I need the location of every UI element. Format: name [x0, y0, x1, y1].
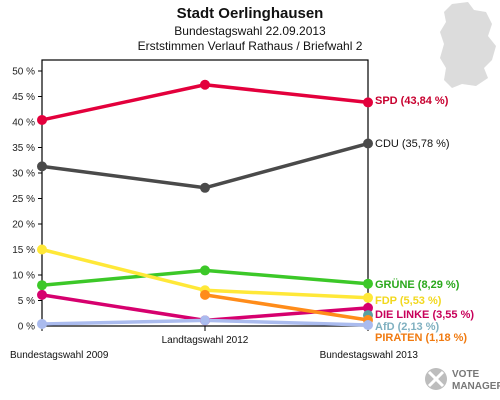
data-point-fdp: [363, 292, 373, 303]
logo-line-2: MANAGER: [452, 381, 500, 392]
series-label-fdp: FDP (5,53 %): [375, 295, 442, 307]
data-point-sonstige: [37, 318, 47, 329]
series-points: [37, 79, 373, 330]
data-point-cdu: [363, 138, 373, 149]
data-point-sonstige: [200, 315, 210, 326]
chart-subtitle-2: Erststimmen Verlauf Rathaus / Briefwahl …: [138, 39, 363, 53]
data-point-spd: [363, 97, 373, 108]
data-point-gruene: [37, 280, 47, 291]
data-point-cdu: [200, 182, 210, 193]
data-point-gruene: [200, 265, 210, 276]
data-point-piraten: [200, 289, 210, 300]
x-axis-categories: Bundestagswahl 2009 Landtagswahl 2012 Bund…: [10, 326, 418, 361]
data-point-linke: [363, 302, 373, 313]
y-axis-ticks: 0 % 5 % 10 % 15 % 20 % 25 % 30 % 35 % 40 % 45 % 50…: [12, 67, 42, 333]
y-tick-label: 35 %: [12, 143, 35, 154]
x-category-label: Bundestagswahl 2009: [10, 350, 109, 361]
y-tick-label: 20 %: [12, 220, 35, 231]
series-label-gruene: GRÜNE (8,29 %): [375, 278, 460, 291]
y-tick-label: 50 %: [12, 67, 35, 78]
series-label-piraten: PIRATEN (1,18 %): [375, 332, 467, 344]
germany-map-icon: [440, 2, 496, 88]
y-tick-label: 30 %: [12, 169, 35, 180]
vote-manager-logo: VOTE MANAGER: [425, 368, 500, 392]
x-category-label: Landtagswahl 2012: [162, 335, 249, 346]
data-point-fdp: [37, 244, 47, 255]
chart-subtitle-1: Bundestagswahl 22.09.2013: [174, 24, 326, 38]
data-point-spd: [200, 79, 210, 90]
y-tick-label: 5 %: [18, 296, 35, 307]
data-point-spd: [37, 114, 47, 125]
logo-line-1: VOTE: [452, 369, 480, 380]
y-tick-label: 0 %: [18, 322, 35, 333]
x-category-label: Bundestagswahl 2013: [320, 350, 419, 361]
y-tick-label: 10 %: [12, 271, 35, 282]
series-end-labels: CDU (35,78 %) SPD (43,84 %) GRÜNE (8,29 %)…: [375, 95, 474, 344]
series-label-cdu: CDU (35,78 %): [375, 138, 450, 150]
series-label-afd: AfD (2,13 %): [375, 321, 440, 333]
y-tick-label: 45 %: [12, 92, 35, 103]
data-point-gruene: [363, 278, 373, 289]
series-label-linke: DIE LINKE (3,55 %): [375, 309, 474, 321]
y-tick-label: 40 %: [12, 118, 35, 129]
chart-title: Stadt Oerlinghausen: [177, 5, 324, 22]
data-point-sonstige: [363, 319, 373, 330]
series-label-spd: SPD (43,84 %): [375, 95, 449, 107]
data-point-linke: [37, 289, 47, 300]
y-tick-label: 15 %: [12, 245, 35, 256]
y-tick-label: 25 %: [12, 194, 35, 205]
series-line-piraten: [204, 293, 369, 322]
data-point-cdu: [37, 161, 47, 172]
